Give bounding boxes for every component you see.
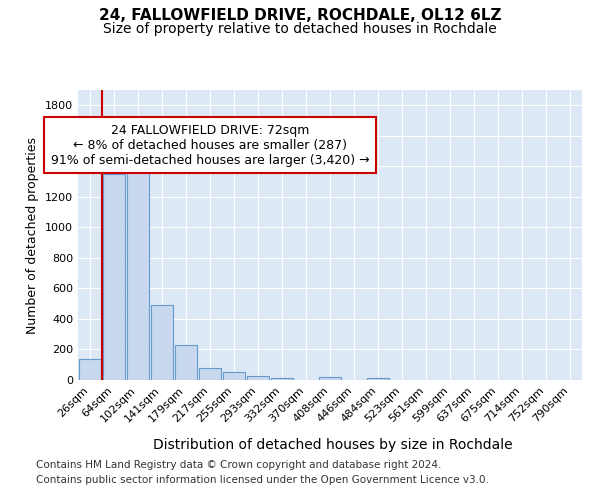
Text: Contains HM Land Registry data © Crown copyright and database right 2024.: Contains HM Land Registry data © Crown c… [36,460,442,470]
Bar [319,377,341,380]
Text: Contains public sector information licensed under the Open Government Licence v3: Contains public sector information licen… [36,475,489,485]
Bar [223,372,245,380]
Bar [79,360,101,380]
Text: 24 FALLOWFIELD DRIVE: 72sqm
← 8% of detached houses are smaller (287)
91% of sem: 24 FALLOWFIELD DRIVE: 72sqm ← 8% of deta… [50,124,370,166]
Bar [127,165,149,380]
Text: Distribution of detached houses by size in Rochdale: Distribution of detached houses by size … [153,438,513,452]
Bar [271,378,293,380]
Bar [151,305,173,380]
Y-axis label: Number of detached properties: Number of detached properties [26,136,40,334]
Bar [367,378,389,380]
Text: Size of property relative to detached houses in Rochdale: Size of property relative to detached ho… [103,22,497,36]
Bar [247,376,269,380]
Text: 24, FALLOWFIELD DRIVE, ROCHDALE, OL12 6LZ: 24, FALLOWFIELD DRIVE, ROCHDALE, OL12 6L… [99,8,501,22]
Bar [103,174,125,380]
Bar [199,368,221,380]
Bar [175,345,197,380]
